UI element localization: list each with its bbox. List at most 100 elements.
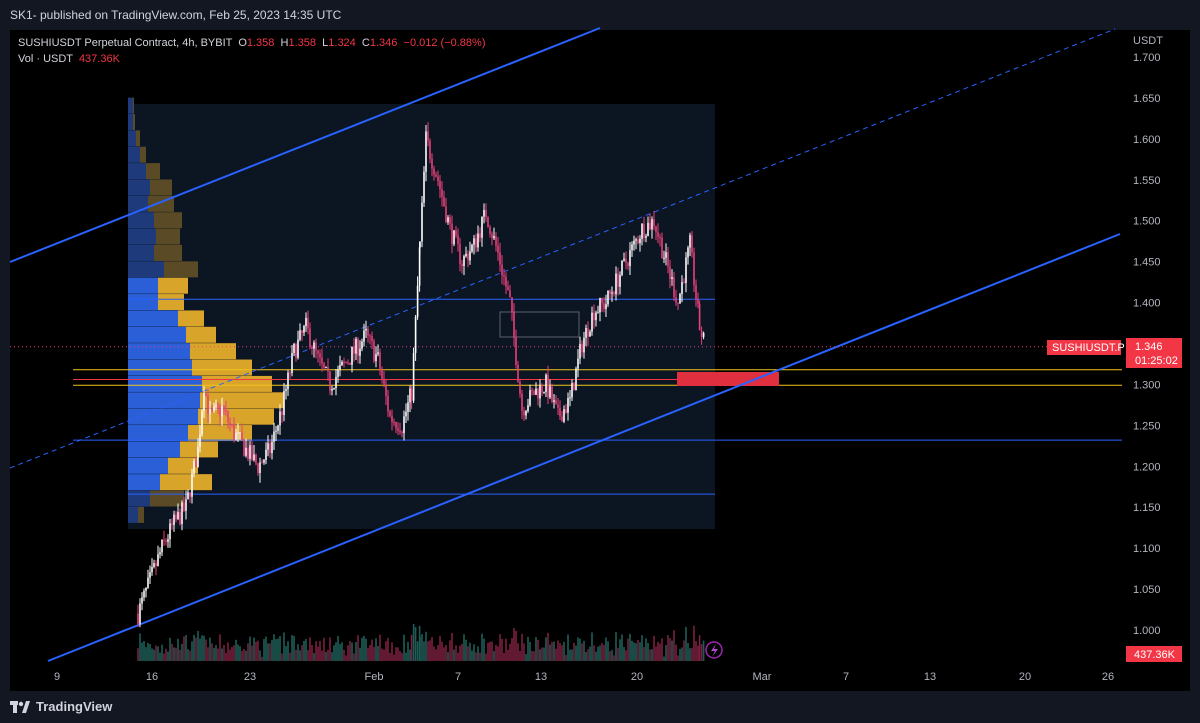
volume-bar: [597, 646, 599, 661]
profile-bar-buy: [128, 441, 180, 458]
candle-body: [447, 217, 449, 223]
volume-bar: [279, 635, 281, 661]
volume-bar: [227, 642, 229, 661]
candle-body: [329, 371, 331, 391]
candle-body: [702, 332, 705, 337]
volume-bar: [367, 647, 369, 661]
legend-change: −0.012 (−0.88%): [403, 37, 486, 49]
candle-body: [233, 424, 235, 440]
candle-body: [239, 432, 241, 434]
candle-body: [481, 216, 483, 238]
candle-body: [477, 233, 479, 248]
volume-bar: [689, 648, 691, 661]
candle-body: [261, 462, 263, 464]
candle-body: [401, 432, 403, 434]
candle-body: [599, 297, 601, 313]
volume-bar: [639, 642, 641, 661]
volume-bar: [345, 655, 347, 661]
candle-body: [685, 257, 687, 284]
candle-body: [381, 370, 383, 379]
candle-body: [543, 391, 545, 393]
volume-bar: [555, 648, 557, 661]
profile-bar-buy: [128, 163, 146, 180]
volume-bar: [495, 645, 497, 661]
candle-body: [619, 274, 621, 287]
volume-bar: [467, 646, 469, 661]
volume-bar: [381, 648, 383, 661]
candle-body: [337, 369, 339, 377]
profile-bar-sell: [133, 97, 134, 114]
last-price-tag: [1126, 338, 1182, 368]
candle-body: [585, 327, 587, 338]
candle-body: [565, 409, 567, 413]
candle-body: [627, 262, 629, 267]
volume-bar: [671, 640, 673, 661]
candle-body: [431, 158, 433, 169]
price-tick-label: 1.200: [1133, 461, 1161, 473]
candle-body: [333, 388, 335, 390]
profile-bar-sell: [192, 359, 252, 376]
volume-bar: [575, 645, 577, 661]
candle-body: [299, 330, 301, 340]
candle-body: [395, 422, 397, 429]
volume-bar: [613, 655, 615, 661]
candle-body: [463, 256, 465, 266]
volume-bar: [303, 640, 305, 661]
candle-body: [657, 232, 659, 237]
candle-body: [611, 292, 613, 294]
volume-bar: [329, 637, 331, 661]
price-tick-label: 1.250: [1133, 420, 1161, 432]
candle-body: [229, 422, 231, 425]
candle-countdown: 01:25:02: [1135, 355, 1178, 367]
volume-bar: [225, 652, 227, 661]
volume-bar: [685, 626, 687, 661]
candle-body: [429, 140, 431, 159]
candle-body: [437, 176, 439, 182]
volume-bar: [197, 630, 199, 661]
volume-bar: [649, 649, 651, 661]
candle-body: [693, 252, 695, 285]
profile-bar-sell: [138, 506, 144, 523]
candle-body: [197, 447, 199, 468]
volume-bar: [285, 645, 287, 661]
tradingview-logo[interactable]: TradingView: [10, 699, 112, 714]
candle-body: [501, 264, 503, 276]
volume-bar: [651, 649, 653, 661]
candle-body: [355, 338, 357, 354]
candle-body: [163, 539, 165, 541]
volume-bar: [561, 645, 563, 661]
volume-bar: [291, 635, 293, 661]
candle-body: [567, 398, 569, 413]
volume-bar: [653, 635, 655, 661]
candle-body: [361, 341, 363, 349]
candle-body: [211, 409, 213, 411]
candle-body: [445, 206, 447, 223]
profile-bar-buy: [128, 244, 154, 261]
candle-body: [649, 222, 651, 230]
candle-body: [155, 563, 157, 566]
volume-bar: [581, 643, 583, 661]
candle-body: [179, 512, 181, 525]
profile-bar-buy: [128, 97, 133, 114]
candle-body: [209, 409, 211, 414]
volume-bar: [333, 645, 335, 661]
time-tick-label: 16: [146, 671, 158, 683]
volume-bar: [637, 639, 639, 661]
candle-body: [427, 131, 429, 141]
candle-body: [303, 326, 305, 333]
candle-body: [641, 223, 643, 239]
volume-bar: [323, 637, 325, 661]
candle-body: [223, 406, 225, 411]
price-axis-currency: USDT: [1133, 35, 1163, 47]
price-tick-label: 1.500: [1133, 216, 1161, 228]
candle-body: [597, 312, 599, 314]
candle-body: [281, 411, 283, 415]
candle-body: [183, 502, 185, 511]
volume-bar: [601, 643, 603, 661]
volume-bar: [213, 647, 215, 661]
candle-body: [549, 386, 551, 398]
volume-bar: [443, 647, 445, 661]
volume-bar: [679, 649, 681, 661]
lightning-icon: [705, 641, 723, 659]
